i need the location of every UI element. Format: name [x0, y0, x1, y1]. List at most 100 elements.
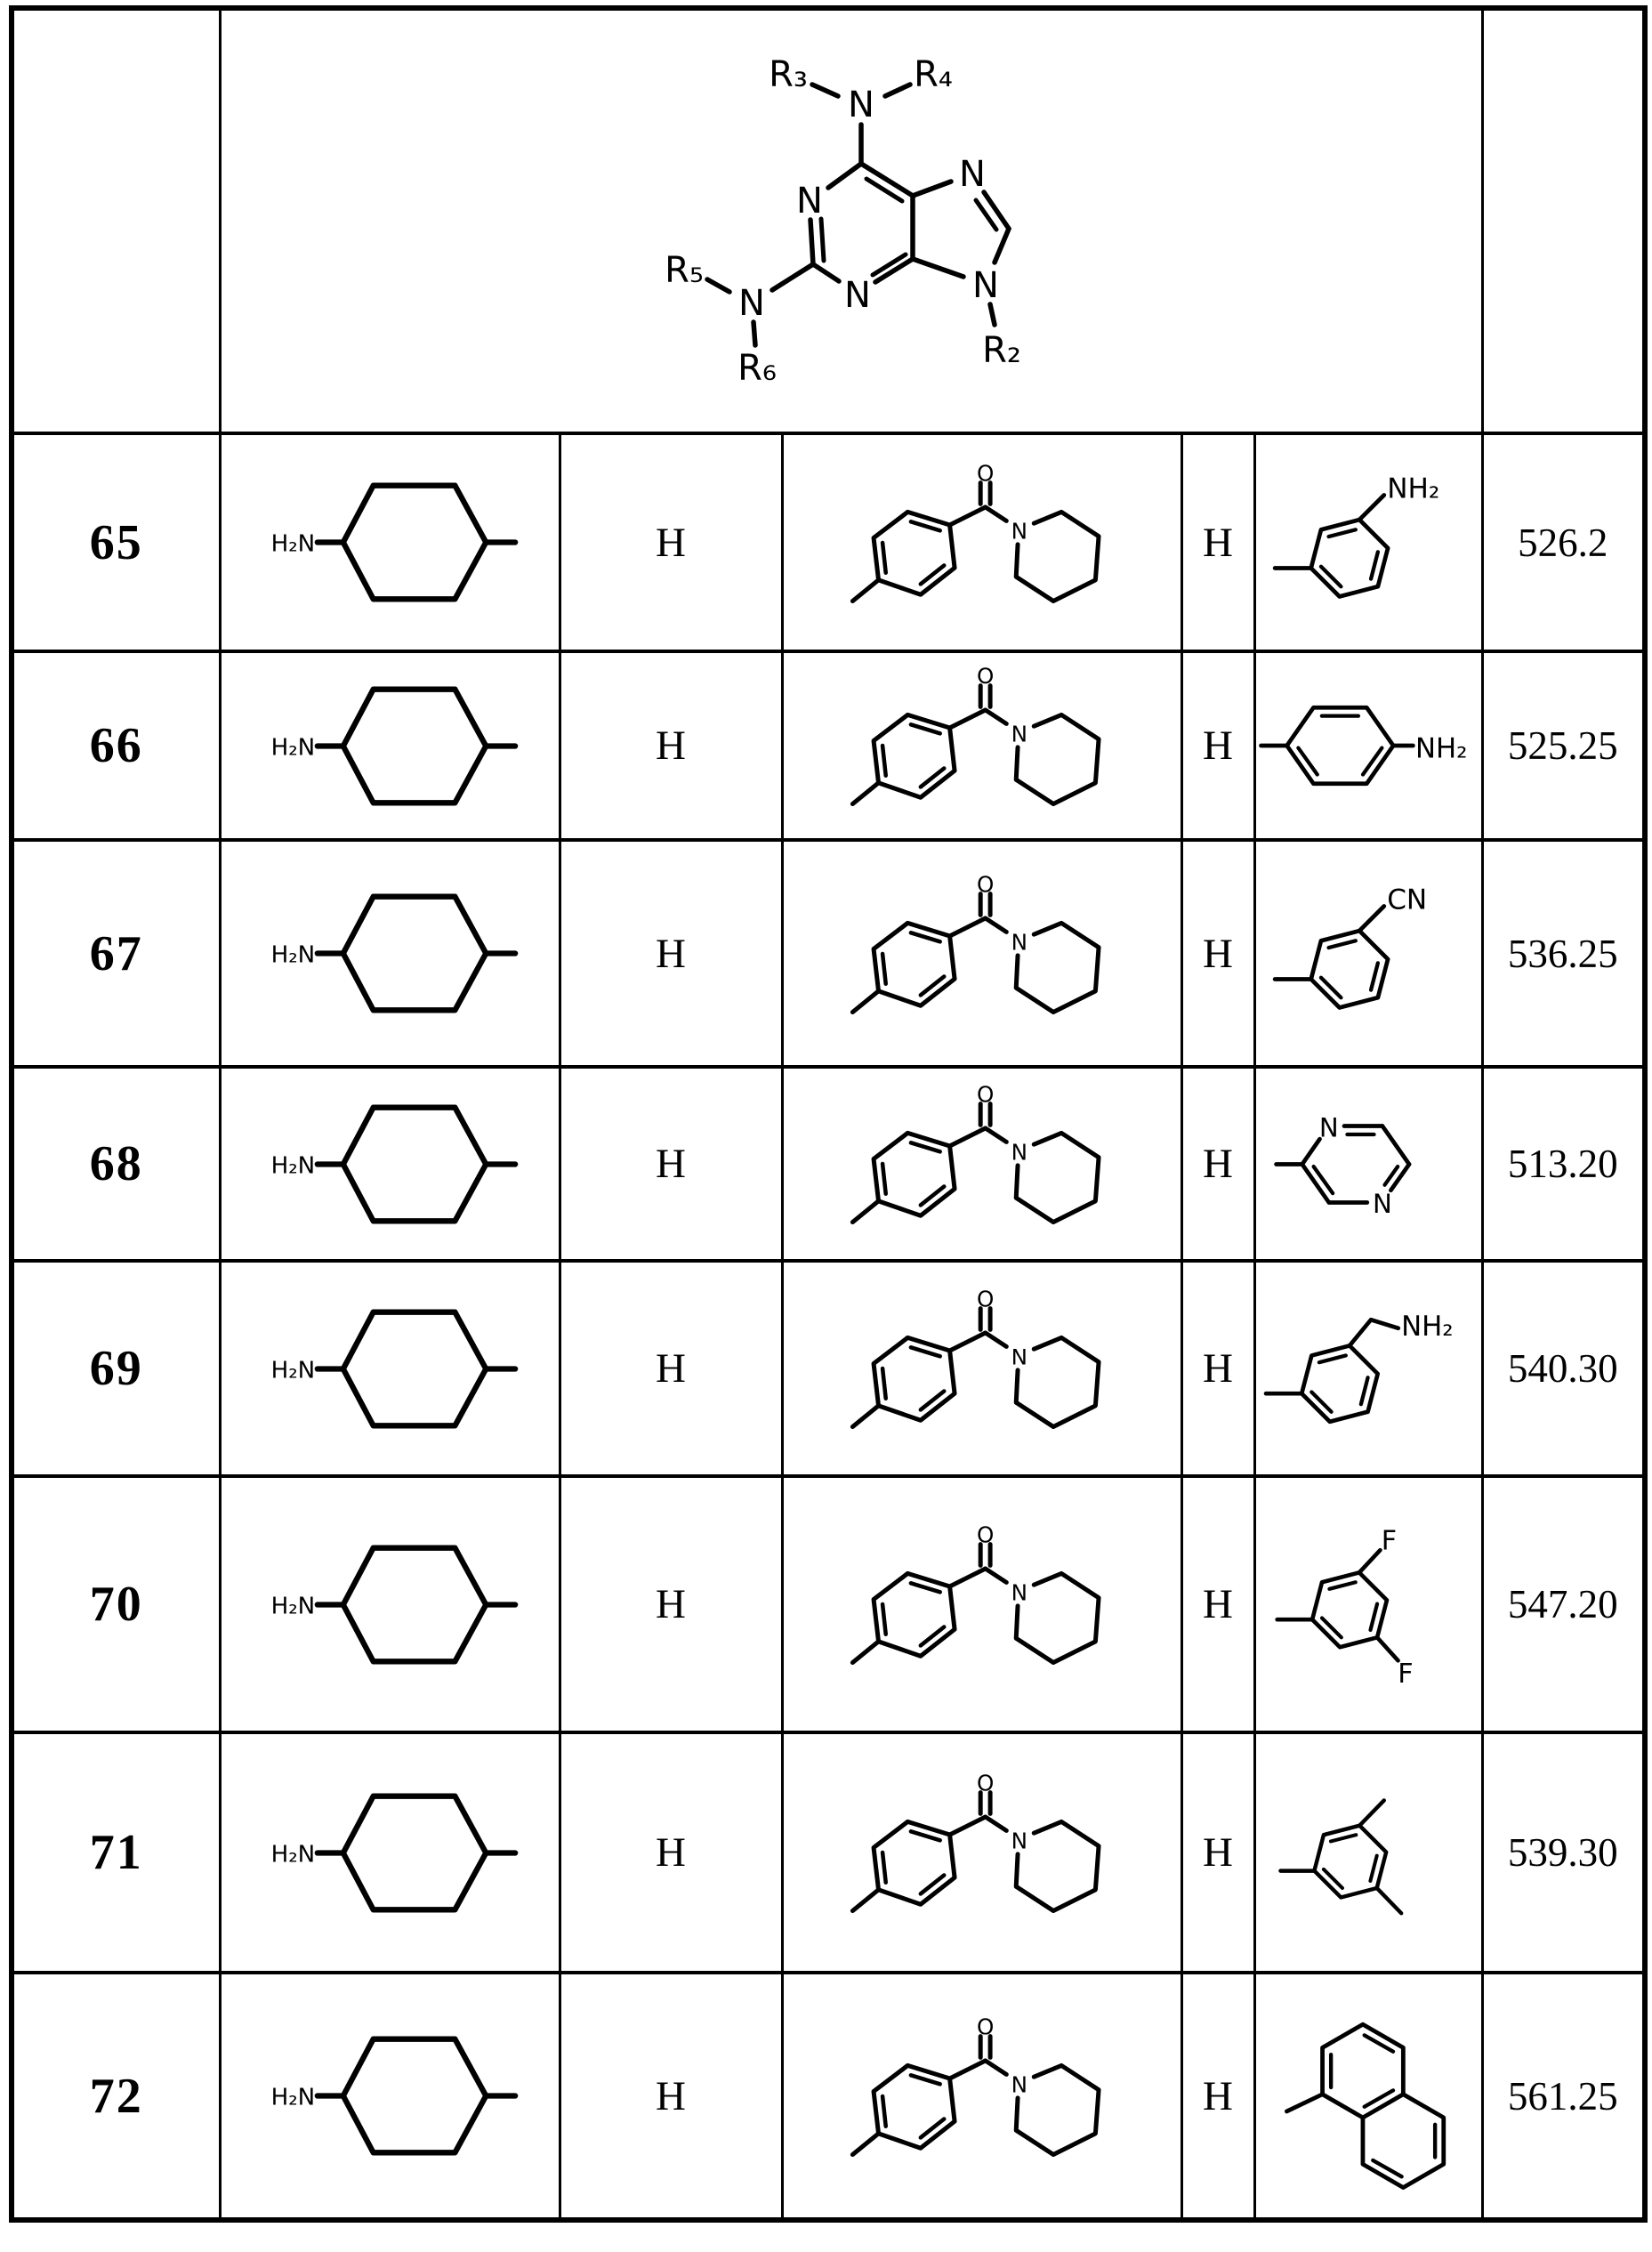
methylbenzoyl-piperidine-structure	[844, 462, 1120, 624]
aryl-structure-cell: NH₂	[1253, 432, 1484, 653]
scaffold-r5-label: R₅	[665, 250, 704, 291]
amine-structure-cell	[218, 432, 561, 653]
compound-number: 65	[10, 432, 222, 653]
aryl-structure-cell: F F	[1253, 1474, 1484, 1734]
pyrazine-n1-label: N	[1318, 1112, 1338, 1142]
ring-bonds	[1272, 903, 1390, 1010]
scaffold-n1: N	[796, 181, 823, 222]
structure-3-cyanophenyl: CN	[1272, 884, 1427, 1010]
aminocyclohexyl-structure	[261, 473, 519, 611]
amine-structure-cell	[218, 650, 561, 842]
r3-substituent: H	[558, 1971, 784, 2222]
compound-number: 70	[10, 1474, 222, 1734]
structure-3-aminophenyl: NH₂	[1272, 472, 1439, 599]
aryl-structure-cell	[1253, 1731, 1484, 1974]
methylbenzoyl-piperidine-structure	[844, 1083, 1120, 1245]
acyl-structure-cell	[780, 1971, 1183, 2222]
acyl-structure-cell	[780, 1474, 1183, 1734]
compound-number: 67	[10, 838, 222, 1069]
aryl-structure-cell: N N	[1253, 1065, 1484, 1263]
mass-value: 540.30	[1480, 1259, 1647, 1478]
mass-value: 539.30	[1480, 1731, 1647, 1974]
compound-row: 65 H H NH₂ 526.2	[10, 432, 1647, 653]
scaffold-header-row: N N N N N N R₃ R₄ R₅ R₆ R₂	[10, 6, 1647, 435]
structure-pyrazinyl: N N	[1273, 1112, 1411, 1219]
amine-structure-cell	[218, 1259, 561, 1478]
header-empty-mass-cell	[1480, 6, 1647, 435]
amine-structure-cell	[218, 838, 561, 1069]
nh2-label: NH₂	[1387, 472, 1439, 504]
methylbenzoyl-piperidine-structure	[844, 1523, 1120, 1685]
methylbenzoyl-piperidine-structure	[844, 2015, 1120, 2177]
aminocyclohexyl-structure	[261, 1095, 519, 1233]
amine-structure-cell	[218, 1971, 561, 2222]
r3-substituent: H	[558, 838, 784, 1069]
structure-3-aminomethylphenyl: NH₂	[1263, 1311, 1454, 1425]
scaffold-n-amino-top: N	[848, 85, 874, 125]
aryl-structure-cell	[1253, 1971, 1484, 2222]
r3-substituent: H	[558, 1065, 784, 1263]
aminocyclohexyl-structure	[261, 677, 519, 815]
acyl-structure-cell	[780, 432, 1183, 653]
r5-substituent: H	[1180, 1065, 1256, 1263]
mass-value: 547.20	[1480, 1474, 1647, 1734]
r5-substituent: H	[1180, 1971, 1256, 2222]
aminocyclohexyl-structure	[261, 2027, 519, 2165]
r3-substituent: H	[558, 1259, 784, 1478]
scaffold-bonds	[704, 81, 1011, 348]
scaffold-r6-label: R₆	[737, 348, 777, 389]
aryl-structure-cell: CN	[1253, 838, 1484, 1069]
fluoro-bottom-label: F	[1398, 1659, 1413, 1690]
methylbenzoyl-piperidine-structure	[844, 873, 1120, 1035]
scaffold-r4-label: R₄	[914, 54, 953, 95]
compound-number: 72	[10, 1971, 222, 2222]
r5-substituent: H	[1180, 838, 1256, 1069]
compound-row: 71 H H 539.30	[10, 1731, 1647, 1974]
scaffold-n-amino-left: N	[738, 283, 765, 324]
nh2-label: NH₂	[1415, 732, 1467, 764]
ring-bonds	[1263, 1317, 1401, 1425]
aminocyclohexyl-structure	[261, 1300, 519, 1438]
r3-substituent: H	[558, 1474, 784, 1734]
mass-value: 525.25	[1480, 650, 1647, 842]
acyl-structure-cell	[780, 838, 1183, 1069]
aryl-structure-cell: NH₂	[1253, 650, 1484, 842]
compound-number: 69	[10, 1259, 222, 1478]
mass-value: 513.20	[1480, 1065, 1647, 1263]
amine-structure-cell	[218, 1474, 561, 1734]
acyl-structure-cell	[780, 1259, 1183, 1478]
scaffold-cell: N N N N N N R₃ R₄ R₅ R₆ R₂	[218, 6, 1484, 435]
aminocyclohexyl-structure	[261, 1784, 519, 1922]
compound-row: 72 H H 561.25	[10, 1971, 1647, 2222]
methylbenzoyl-piperidine-structure	[844, 665, 1120, 827]
patent-page: { "document": { "type": "patent compound…	[0, 5, 1652, 2252]
compound-number: 68	[10, 1065, 222, 1263]
compound-row: 66 H H NH₂ 525.25	[10, 650, 1647, 842]
ring-bonds	[1273, 1123, 1411, 1205]
scaffold-r3-label: R₃	[769, 54, 808, 95]
scaffold-n7: N	[959, 154, 986, 195]
r3-substituent: H	[558, 432, 784, 653]
aryl-structure-cell: NH₂	[1253, 1259, 1484, 1478]
compound-table: N N N N N N R₃ R₄ R₅ R₆ R₂ 65 H H	[9, 5, 1648, 2223]
compound-row: 70 H H F F 547.20	[10, 1474, 1647, 1734]
aminocyclohexyl-structure	[261, 1536, 519, 1674]
acyl-structure-cell	[780, 650, 1183, 842]
ring-bonds	[1272, 492, 1390, 599]
structure-3-5-difluorophenyl: F F	[1275, 1526, 1414, 1690]
r5-substituent: H	[1180, 1474, 1256, 1734]
compound-row: 69 H H NH₂ 540.30	[10, 1259, 1647, 1478]
structure-3-5-dimethylphenyl	[1278, 1798, 1404, 1916]
compound-row: 68 H H N N	[10, 1065, 1647, 1263]
amine-structure-cell	[218, 1731, 561, 1974]
r5-substituent: H	[1180, 650, 1256, 842]
scaffold-r2-label: R₂	[982, 330, 1021, 371]
nh2-label: NH₂	[1401, 1311, 1453, 1343]
mass-value: 536.25	[1480, 838, 1647, 1069]
amine-structure-cell	[218, 1065, 561, 1263]
pyrazine-n4-label: N	[1373, 1189, 1392, 1219]
mass-value: 526.2	[1480, 432, 1647, 653]
r5-substituent: H	[1180, 1731, 1256, 1974]
r5-substituent: H	[1180, 432, 1256, 653]
cn-label: CN	[1387, 884, 1427, 916]
